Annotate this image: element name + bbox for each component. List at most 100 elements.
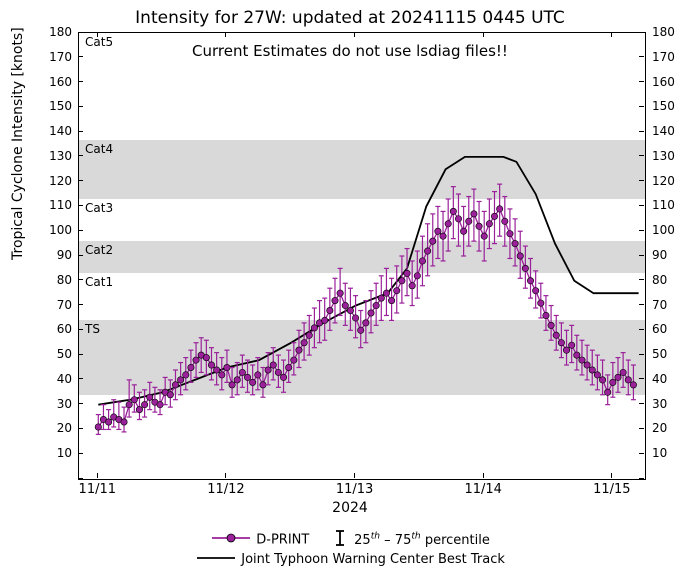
y-tick-label-left: 180 [49, 25, 72, 39]
x-tick-label: 11/11 [79, 482, 116, 497]
x-tick-label: 11/15 [593, 482, 630, 497]
dprint-marker [219, 372, 225, 378]
y-tick-label-right: 50 [652, 347, 667, 361]
legend-besttrack-symbol [195, 552, 237, 567]
dprint-marker [496, 206, 502, 212]
dprint-marker [599, 377, 605, 383]
dprint-marker [358, 327, 364, 333]
dprint-marker [244, 374, 250, 380]
dprint-marker [430, 238, 436, 244]
dprint-marker [337, 290, 343, 296]
dprint-marker [147, 394, 153, 400]
plot-area: TSCat1Cat2Cat3Cat4Cat5 [78, 32, 646, 480]
x-axis-label: 2024 [0, 500, 700, 516]
dprint-marker [630, 382, 636, 388]
y-tick-label-left: 170 [49, 50, 72, 64]
dprint-marker [471, 211, 477, 217]
chart-title: Intensity for 27W: updated at 20241115 0… [0, 8, 700, 28]
dprint-marker [177, 377, 183, 383]
dprint-marker [579, 357, 585, 363]
dprint-marker [260, 382, 266, 388]
dprint-marker [321, 317, 327, 323]
dprint-marker [466, 218, 472, 224]
chart-container: Intensity for 27W: updated at 20241115 0… [0, 0, 700, 571]
dprint-marker [584, 362, 590, 368]
legend-dprint-label: D-PRINT [256, 533, 309, 548]
dprint-marker [491, 213, 497, 219]
dprint-marker [270, 362, 276, 368]
dprint-marker [311, 325, 317, 331]
dprint-marker [229, 382, 235, 388]
legend-percentile-symbol [330, 529, 350, 551]
legend-percentile-label: 25th – 75th percentile [354, 533, 490, 548]
y-tick-label-right: 170 [652, 50, 675, 64]
dprint-marker [332, 297, 338, 303]
dprint-marker [538, 300, 544, 306]
dprint-marker [188, 364, 194, 370]
category-label: Cat3 [85, 201, 113, 215]
category-label: TS [85, 322, 100, 336]
dprint-marker [347, 307, 353, 313]
y-tick-label-left: 150 [49, 99, 72, 113]
dprint-marker [291, 357, 297, 363]
y-tick-label-left: 10 [57, 446, 72, 460]
legend-dprint-symbol [210, 531, 252, 549]
y-tick-label-right: 160 [652, 75, 675, 89]
dprint-marker [239, 369, 245, 375]
legend-besttrack-label: Joint Typhoon Warning Center Best Track [241, 552, 505, 567]
y-tick-label-right: 150 [652, 99, 675, 113]
dprint-marker [522, 265, 528, 271]
category-label: Cat4 [85, 142, 113, 156]
dprint-marker [105, 419, 111, 425]
dprint-marker [435, 228, 441, 234]
y-tick-label-right: 140 [652, 124, 675, 138]
dprint-marker [275, 369, 281, 375]
dprint-marker [594, 372, 600, 378]
y-tick-label-left: 30 [57, 397, 72, 411]
y-tick-label-right: 40 [652, 372, 667, 386]
dprint-marker [157, 401, 163, 407]
dprint-marker [486, 221, 492, 227]
y-tick-label-left: 90 [57, 248, 72, 262]
dprint-marker [265, 367, 271, 373]
dprint-marker [378, 295, 384, 301]
dprint-marker [208, 362, 214, 368]
y-tick-label-left: 140 [49, 124, 72, 138]
dprint-marker [450, 208, 456, 214]
y-tick-label-right: 30 [652, 397, 667, 411]
y-axis-label: Tropical Cyclone Intensity [knots] [10, 27, 26, 260]
dprint-marker [543, 312, 549, 318]
dprint-marker [625, 377, 631, 383]
dprint-marker [373, 302, 379, 308]
y-tick-label-right: 120 [652, 174, 675, 188]
dprint-marker [615, 374, 621, 380]
y-tick-label-right: 10 [652, 446, 667, 460]
category-label: Cat5 [85, 35, 113, 49]
dprint-marker [532, 287, 538, 293]
dprint-marker [568, 342, 574, 348]
dprint-marker [460, 228, 466, 234]
y-tick-label-left: 60 [57, 322, 72, 336]
y-tick-label-left: 50 [57, 347, 72, 361]
y-tick-label-left: 40 [57, 372, 72, 386]
dprint-marker [167, 392, 173, 398]
y-tick-label-left: 160 [49, 75, 72, 89]
dprint-marker [301, 340, 307, 346]
category-label: Cat2 [85, 243, 113, 257]
dprint-marker [548, 322, 554, 328]
dprint-marker [558, 340, 564, 346]
y-tick-label-right: 90 [652, 248, 667, 262]
y-tick-label-right: 80 [652, 273, 667, 287]
dprint-marker [445, 221, 451, 227]
dprint-marker [213, 367, 219, 373]
dprint-marker [327, 307, 333, 313]
dprint-marker [388, 297, 394, 303]
y-tick-label-left: 110 [49, 198, 72, 212]
dprint-marker [481, 233, 487, 239]
dprint-marker [234, 377, 240, 383]
dprint-marker [352, 315, 358, 321]
dprint-marker [95, 424, 101, 430]
dprint-marker [440, 233, 446, 239]
dprint-marker [368, 310, 374, 316]
x-tick-label: 11/14 [464, 482, 501, 497]
